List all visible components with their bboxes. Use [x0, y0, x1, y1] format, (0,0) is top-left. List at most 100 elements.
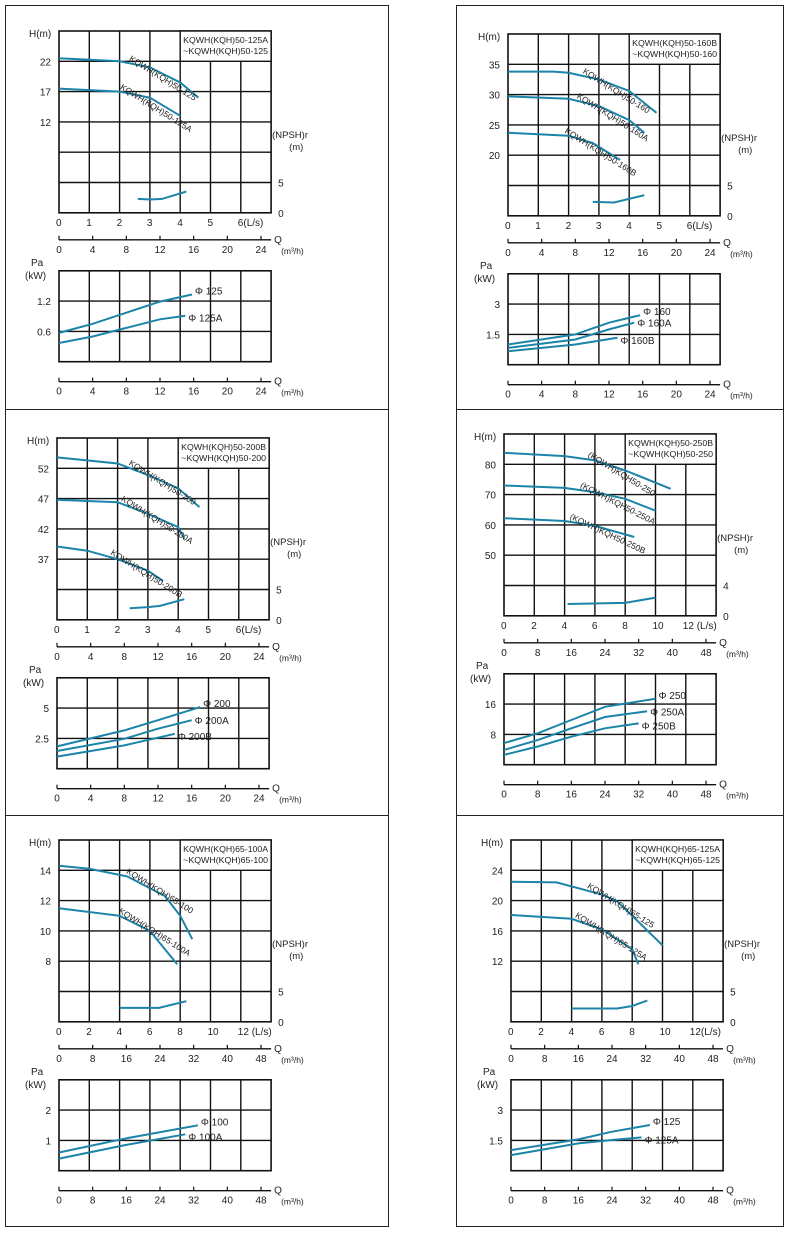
flow-axis-q-label: Q: [272, 784, 280, 795]
flow-m3h-axis: 0 8 16 24 32 40 48 Q(m³/h): [501, 638, 749, 659]
head-tick-label: 12: [40, 897, 52, 908]
flow-ls-tick-label: 6(L/s): [238, 218, 264, 229]
flow-axis-q-label: Q: [723, 238, 731, 249]
power-grid-frame: [510, 1078, 724, 1172]
flow-axis-unit: (m³/h): [726, 649, 749, 659]
power-tick-label: 0.6: [37, 327, 51, 338]
pump-chart-svg: KQWH(KQH)50-200B~KQWH(KQH)50-200H(m)5247…: [23, 436, 306, 805]
npsh-axis-unit: (m): [741, 951, 755, 962]
npsh-axis-unit: (m): [738, 145, 752, 156]
head-curve-label: KQWH(KQH)50-200B: [109, 547, 185, 599]
power-grid: [507, 272, 721, 366]
power-tick-label: 1.2: [37, 297, 51, 308]
head-curve: [58, 864, 194, 940]
model-label-line: KQWH(KQH)65-125A: [635, 845, 721, 854]
npsh-axis-label: (NPSH)r: [717, 533, 753, 544]
flow-m3h-tick-label: 8: [535, 648, 541, 659]
flow-m3h-tick-label: 16: [637, 248, 649, 259]
flow-m3h-tick-label: 48: [255, 1054, 267, 1065]
pump-chart-panel-50-125: KQWH(KQH)50-125A ~KQWH(KQH)50-125 H(m) 22 17…: [5, 5, 389, 410]
flow-m3h-tick-label: 8: [573, 248, 579, 259]
head-curve-label: KQWH(KQH)65-100A: [117, 906, 193, 958]
model-label-line: KQWH(KQH)50-160B: [632, 39, 717, 48]
flow-axis-unit: (m³/h): [279, 795, 302, 805]
power-curve: [510, 1136, 642, 1157]
power-grid: [58, 1078, 272, 1172]
head-tick-label: 12: [40, 118, 52, 129]
flow-ls-tick-label: 0: [501, 621, 507, 632]
power-axis-unit: (kW): [25, 271, 46, 282]
head-tick-label: 25: [489, 121, 501, 132]
flow-m3h-axis: 0 8 16 24 32 40 48 Q(m³/h): [508, 1044, 756, 1065]
power-curve-label: Φ 250B: [642, 721, 676, 732]
npsh-tick-label: 0: [730, 1018, 736, 1029]
flow-m3h-axis: 0 8 16 24 32 40 48 Q(m³/h): [56, 1186, 304, 1207]
flow-m3h-tick-label: 0: [56, 387, 62, 398]
head-tick-label: 17: [40, 88, 52, 99]
power-tick-label: 1.5: [486, 330, 500, 341]
flow-m3h-tick-label: 0: [505, 248, 511, 259]
model-label-line: KQWH(KQH)50-200B: [181, 443, 266, 452]
power-curve-label: Φ 100: [201, 1117, 229, 1128]
power-axis-unit: (kW): [477, 1080, 498, 1091]
flow-m3h-tick-label: 40: [667, 790, 679, 801]
flow-m3h-tick-label: 8: [122, 794, 128, 805]
pump-chart-svg: KQWH(KQH)65-125A~KQWH(KQH)65-125H(m)2420…: [477, 838, 760, 1207]
flow-m3h-tick-label: 4: [90, 387, 96, 398]
power-axis-unit: (kW): [474, 274, 495, 285]
power-tick-label: 8: [490, 730, 496, 741]
flow-ls-tick-label: 3: [147, 218, 153, 229]
power-grid: [56, 676, 270, 770]
flow-m3h-tick-label: 0: [56, 1054, 62, 1065]
npsh-axis-label: (NPSH)r: [270, 537, 306, 548]
power-curve-label: Φ 160B: [620, 336, 654, 347]
head-tick-label: 20: [492, 897, 504, 908]
head-curve: [503, 451, 672, 490]
flow-m3h-tick-label: 32: [188, 1054, 200, 1065]
flow-m3h-axis: 0 4 8 12 16 20 24 Q(m³/h): [505, 380, 753, 401]
pump-chart-panel-50-160: KQWH(KQH)50-160B ~KQWH(KQH)50-160 H(m) 35 30…: [456, 5, 784, 410]
flow-axis-q-label: Q: [719, 638, 727, 649]
flow-m3h-tick-label: 24: [704, 390, 716, 401]
model-label-box: [179, 839, 272, 871]
power-axis-label: Pa: [483, 1067, 496, 1078]
flow-axis-unit: (m³/h): [281, 1055, 304, 1065]
flow-ls-tick-label: 1: [86, 218, 92, 229]
power-curve-label: Φ 200: [203, 699, 231, 710]
flow-axis-unit: (m³/h): [733, 1055, 756, 1065]
npsh-curve: [119, 1000, 187, 1009]
power-curve-label: Φ 125: [195, 287, 223, 298]
head-curve: [507, 95, 645, 134]
flow-m3h-tick-label: 16: [186, 652, 198, 663]
flow-m3h-tick-label: 4: [88, 794, 94, 805]
flow-m3h-tick-label: 8: [124, 387, 130, 398]
flow-m3h-tick-label: 8: [573, 390, 579, 401]
head-curve: [507, 131, 621, 161]
model-label-line: ~KQWH(KQH)50-125: [183, 47, 268, 56]
head-tick-label: 80: [485, 460, 497, 471]
model-label-box: [628, 33, 721, 65]
flow-ls-tick-label: 0: [508, 1027, 514, 1038]
npsh-axis-label: (NPSH)r: [721, 133, 757, 144]
head-tick-label: 14: [40, 866, 52, 877]
flow-m3h-tick-label: 24: [599, 648, 611, 659]
flow-m3h-tick-label: 40: [674, 1054, 686, 1065]
flow-ls-tick-label: 10: [208, 1027, 220, 1038]
flow-m3h-tick-label: 24: [704, 248, 716, 259]
head-curve-label: (KQWH)KQH50-250B: [568, 511, 647, 555]
npsh-axis-unit: (m): [287, 549, 301, 560]
flow-m3h-tick-label: 0: [508, 1196, 514, 1207]
flow-ls-tick-label: 0: [56, 1027, 62, 1038]
pump-chart-panel-65-100: KQWH(KQH)65-100A ~KQWH(KQH)65-100 H(m) 14 12…: [5, 815, 389, 1227]
flow-ls-tick-label: 4: [626, 221, 632, 232]
power-grid-frame: [507, 272, 721, 366]
npsh-curve: [567, 596, 656, 605]
flow-m3h-tick-label: 8: [542, 1196, 548, 1207]
flow-m3h-tick-label: 12: [152, 794, 164, 805]
flow-m3h-tick-label: 20: [222, 387, 234, 398]
flow-ls-tick-label: 6: [147, 1027, 153, 1038]
flow-ls-tick-label: 4: [177, 218, 183, 229]
flow-m3h-tick-label: 24: [606, 1196, 618, 1207]
flow-m3h-tick-label: 48: [700, 648, 712, 659]
npsh-tick-label: 5: [278, 988, 284, 999]
